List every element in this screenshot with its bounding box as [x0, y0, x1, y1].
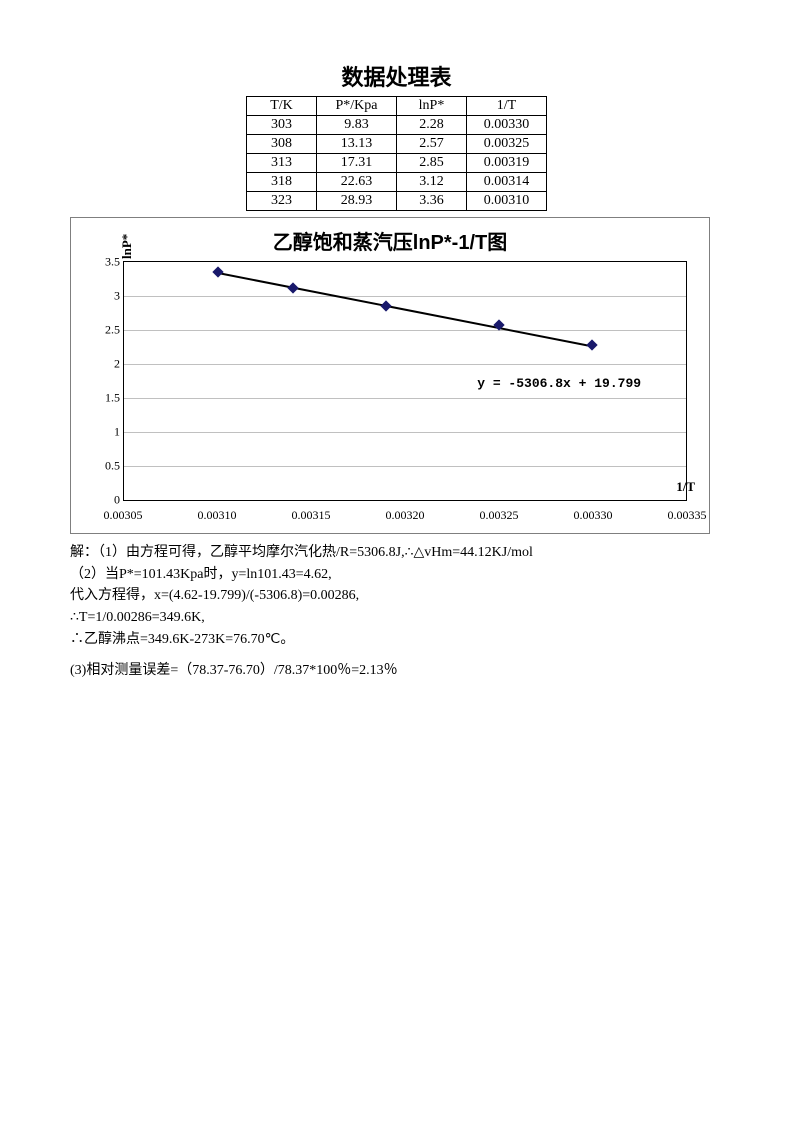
table-cell: 2.57: [397, 135, 467, 154]
table-cell: 3.36: [397, 192, 467, 211]
data-marker: [587, 339, 598, 350]
table-header: 1/T: [467, 97, 547, 116]
analysis-line: 解：（1）由方程可得，乙醇平均摩尔汽化热/R=5306.8J,∴△vHm=44.…: [70, 542, 723, 564]
y-tick: 1: [86, 425, 120, 440]
y-tick: 2.5: [86, 323, 120, 338]
gridline: [124, 398, 686, 399]
gridline: [124, 330, 686, 331]
table-header: P*/Kpa: [317, 97, 397, 116]
x-tick: 0.00310: [198, 508, 237, 523]
table-cell: 0.00314: [467, 173, 547, 192]
analysis-line: （2）当P*=101.43Kpa时，y=ln101.43=4.62,: [70, 564, 723, 586]
gridline: [124, 296, 686, 297]
y-tick: 3.5: [86, 255, 120, 270]
x-tick: 0.00320: [386, 508, 425, 523]
table-cell: 9.83: [317, 116, 397, 135]
x-axis-label: 1/T: [676, 479, 695, 495]
x-tick: 0.00325: [480, 508, 519, 523]
chart-title: 乙醇饱和蒸汽压lnP*-1/T图: [83, 226, 697, 255]
table-cell: 323: [247, 192, 317, 211]
plot-area: 00.511.522.533.5y = -5306.8x + 19.799: [123, 261, 687, 501]
table-cell: 22.63: [317, 173, 397, 192]
table-cell: 308: [247, 135, 317, 154]
x-tick: 0.00330: [574, 508, 613, 523]
data-marker: [212, 266, 223, 277]
equation-label: y = -5306.8x + 19.799: [477, 376, 641, 391]
table-cell: 2.28: [397, 116, 467, 135]
table-cell: 28.93: [317, 192, 397, 211]
data-marker: [381, 301, 392, 312]
chart-area: lnP* 00.511.522.533.5y = -5306.8x + 19.7…: [123, 261, 687, 521]
data-table: T/KP*/KpalnP*1/T 3039.832.280.0033030813…: [246, 96, 547, 211]
table-header: lnP*: [397, 97, 467, 116]
table-cell: 13.13: [317, 135, 397, 154]
x-tick: 0.00305: [104, 508, 143, 523]
chart-container: 乙醇饱和蒸汽压lnP*-1/T图 lnP* 00.511.522.533.5y …: [70, 217, 710, 534]
x-tick: 0.00335: [668, 508, 707, 523]
analysis-line: ∴乙醇沸点=349.6K-273K=76.70℃。: [70, 629, 723, 651]
table-row: 31822.633.120.00314: [247, 173, 547, 192]
gridline: [124, 466, 686, 467]
data-marker: [287, 282, 298, 293]
table-cell: 0.00319: [467, 154, 547, 173]
table-cell: 303: [247, 116, 317, 135]
analysis-text: 解：（1）由方程可得，乙醇平均摩尔汽化热/R=5306.8J,∴△vHm=44.…: [70, 542, 723, 682]
gridline: [124, 432, 686, 433]
analysis-line: ∴T=1/0.00286=349.6K,: [70, 607, 723, 629]
analysis-line: 代入方程得，x=(4.62-19.799)/(-5306.8)=0.00286,: [70, 585, 723, 607]
y-tick: 1.5: [86, 391, 120, 406]
x-tick: 0.00315: [292, 508, 331, 523]
table-cell: 17.31: [317, 154, 397, 173]
table-cell: 0.00330: [467, 116, 547, 135]
table-cell: 318: [247, 173, 317, 192]
y-axis-label: lnP*: [119, 234, 135, 259]
page-title: 数据处理表: [70, 60, 723, 92]
table-cell: 2.85: [397, 154, 467, 173]
table-header: T/K: [247, 97, 317, 116]
table-row: 31317.312.850.00319: [247, 154, 547, 173]
y-tick: 3: [86, 289, 120, 304]
table-row: 3039.832.280.00330: [247, 116, 547, 135]
analysis-line: (3)相对测量误差=（78.37-76.70）/78.37*100％=2.13％: [70, 660, 723, 682]
gridline: [124, 364, 686, 365]
table-row: 32328.933.360.00310: [247, 192, 547, 211]
y-tick: 0.5: [86, 459, 120, 474]
table-cell: 313: [247, 154, 317, 173]
table-cell: 3.12: [397, 173, 467, 192]
y-tick: 0: [86, 493, 120, 508]
trend-line: [217, 272, 592, 347]
table-cell: 0.00310: [467, 192, 547, 211]
y-tick: 2: [86, 357, 120, 372]
table-row: 30813.132.570.00325: [247, 135, 547, 154]
table-cell: 0.00325: [467, 135, 547, 154]
